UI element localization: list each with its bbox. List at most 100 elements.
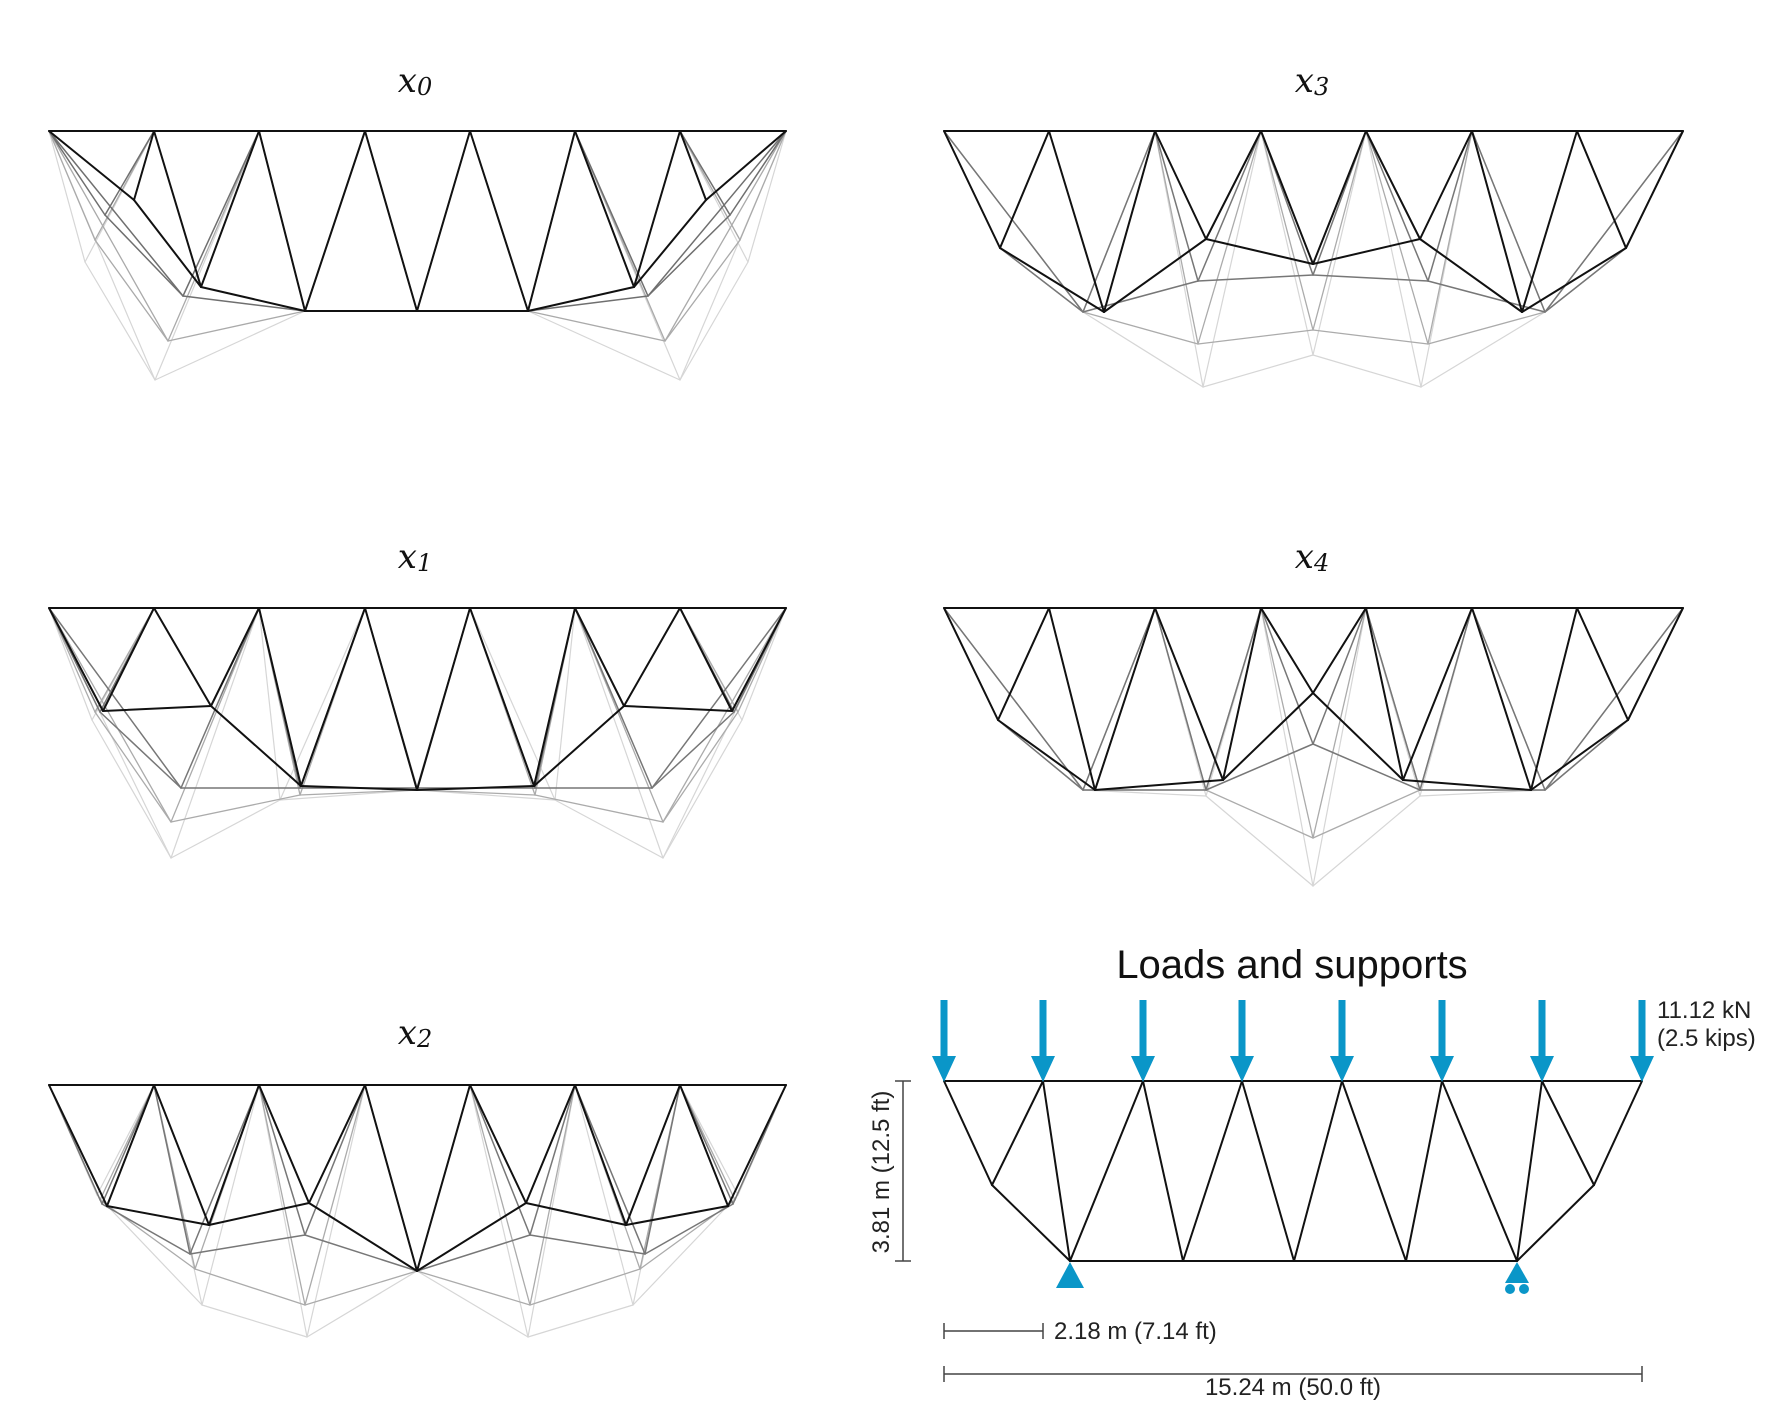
diagonal-member <box>1260 130 1314 331</box>
diagonal-member <box>48 607 172 823</box>
diagonal-member <box>416 130 471 312</box>
bottom-chord-member <box>1312 354 1422 388</box>
diagonal-member <box>469 1084 527 1204</box>
diagonal-member <box>48 130 106 216</box>
bottom-chord-member <box>304 1270 418 1306</box>
bottom-chord-member <box>308 1202 418 1272</box>
diagonal-member <box>999 130 1050 249</box>
diagonal-member <box>153 607 212 707</box>
truss-diagram-x2 <box>48 1084 787 1338</box>
bottom-chord-member <box>1544 247 1627 313</box>
diagonal-member <box>1541 1080 1595 1186</box>
diagonal-member <box>1260 607 1314 694</box>
diagonal-member <box>1365 130 1429 345</box>
diagonal-member <box>1419 130 1473 240</box>
diagonal-member <box>1576 130 1627 249</box>
diagonal-member <box>469 607 535 787</box>
diagonal-member <box>943 607 999 721</box>
bottom-chord-member <box>651 711 735 789</box>
bottom-chord-member <box>644 1203 734 1255</box>
diagonal-member <box>527 1084 576 1338</box>
diagonal-member <box>731 607 787 712</box>
bottom-chord-member <box>1082 311 1199 345</box>
bottom-chord-member <box>1312 692 1404 781</box>
bottom-chord-member <box>1427 280 1546 313</box>
bottom-chord-member <box>182 295 306 312</box>
diagonal-member <box>943 607 1084 791</box>
bottom-chord-member <box>533 705 625 787</box>
diagonal-member <box>1202 130 1262 388</box>
diagonal-member <box>1048 130 1105 313</box>
diagonal-member <box>1427 130 1473 345</box>
panel-title-x1: x1 <box>398 537 432 577</box>
bottom-chord-member <box>200 286 306 312</box>
diagonal-member <box>574 607 664 859</box>
diagonal-member <box>1154 607 1224 781</box>
roller-wheel-icon <box>1505 1284 1515 1294</box>
diagonal-member <box>574 607 653 789</box>
diagonal-member <box>1182 1080 1243 1262</box>
diagonal-member <box>153 1084 191 1255</box>
diagonal-member <box>1260 607 1314 839</box>
bottom-chord-member <box>416 1270 531 1306</box>
bottom-chord-member <box>1205 795 1314 887</box>
diagonal-member <box>1082 130 1156 313</box>
diagonal-member <box>469 1084 531 1306</box>
diagonal-member <box>1405 1080 1443 1262</box>
diagonal-member <box>644 1084 681 1255</box>
diagonal-member <box>1365 607 1421 791</box>
diagonal-member <box>1312 130 1367 331</box>
bottom-chord-member <box>1312 274 1429 282</box>
bottom-chord-member <box>662 711 739 823</box>
bottom-chord-member <box>1544 719 1629 791</box>
supports <box>1056 1262 1529 1294</box>
bottom-chord-member <box>529 1268 641 1306</box>
bottom-chord-member <box>170 794 301 823</box>
bottom-chord-member <box>94 239 169 342</box>
bottom-chord-member <box>416 785 535 791</box>
diagonal-member <box>48 130 169 342</box>
x0-letter: x <box>398 61 417 101</box>
truss-diagram-x1 <box>48 607 787 859</box>
diagonal-member <box>208 1084 260 1226</box>
bottom-chord-member <box>304 1234 418 1272</box>
diagonal-member <box>1365 130 1429 282</box>
bottom-chord-member <box>529 1234 646 1255</box>
diagonal-member <box>679 130 731 216</box>
bottom-chord-member <box>999 247 1084 313</box>
span-dimension <box>943 1366 1643 1382</box>
bottom-chord-member <box>1205 238 1314 265</box>
diagonal-member <box>1312 130 1367 356</box>
diagonal-member <box>258 1084 306 1236</box>
bottom-chord-member <box>1521 247 1627 313</box>
diagonal-member <box>1471 130 1546 313</box>
bottom-chord-member <box>647 214 731 297</box>
bottom-chord-member <box>1419 789 1546 797</box>
diagonal-member <box>1222 607 1262 781</box>
diagonal-member <box>210 607 260 707</box>
diagonal-member <box>1205 130 1262 240</box>
diagonal-member <box>1625 130 1684 249</box>
height-dimension <box>895 1080 911 1262</box>
diagonal-member <box>364 130 418 312</box>
load-arrow-shaft <box>1638 1000 1646 1058</box>
load-arrow-shaft <box>1538 1000 1546 1058</box>
bottom-chord-member <box>679 261 749 381</box>
diagonal-member <box>279 607 366 801</box>
diagonal-member <box>167 130 260 342</box>
diagonal-member <box>469 130 529 312</box>
bottom-chord-member <box>554 799 664 859</box>
load-arrow-head <box>1630 1056 1654 1082</box>
diagonal-member <box>1312 607 1367 745</box>
load-label-line1: 11.12 kN <box>1657 997 1751 1024</box>
load-label-line2: (2.5 kips) <box>1657 1025 1756 1052</box>
bay-label: 2.18 m (7.14 ft) <box>1054 1318 1217 1345</box>
truss-diagram-x0 <box>48 130 787 381</box>
diagonal-member <box>1094 607 1156 791</box>
diagonal-member <box>304 130 366 312</box>
diagonal-member <box>554 607 576 801</box>
diagonal-member <box>662 607 787 823</box>
diagonal-member <box>189 1084 260 1255</box>
diagonal-member <box>258 1084 310 1204</box>
bottom-chord-member <box>1516 1184 1595 1262</box>
